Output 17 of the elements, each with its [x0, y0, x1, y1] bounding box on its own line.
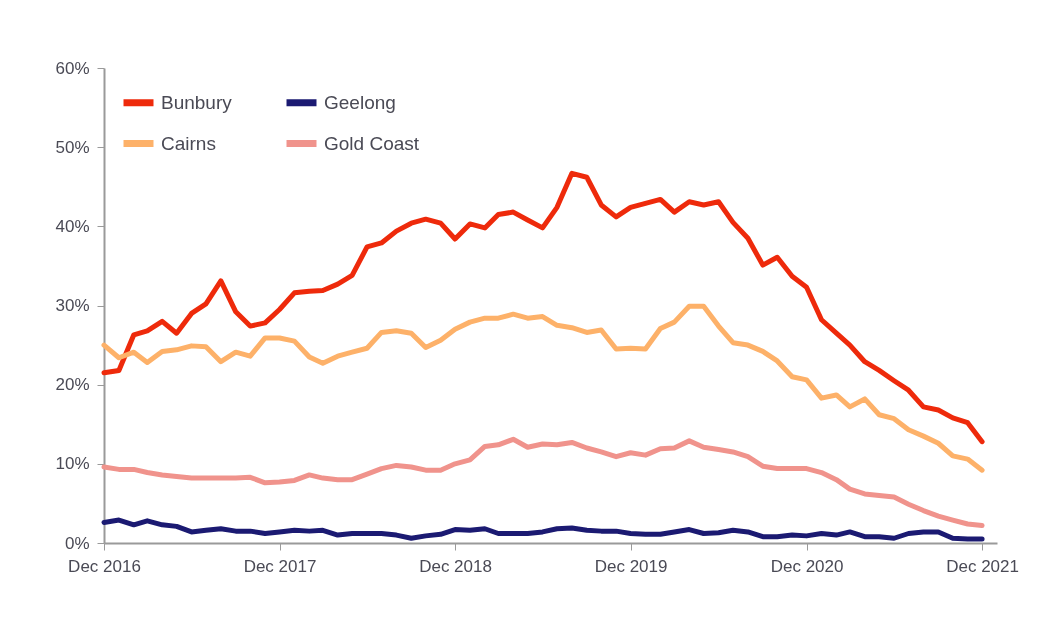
y-tick-label: 40%	[55, 216, 90, 236]
y-tick-label: 20%	[55, 375, 90, 395]
y-tick-label: 50%	[55, 137, 90, 157]
x-tick-label: Dec 2017	[243, 556, 317, 576]
x-tick-label: Dec 2020	[770, 556, 844, 576]
y-tick-label: 30%	[55, 296, 90, 315]
x-tick-label: Dec 2018	[419, 556, 492, 576]
x-tick-label: Dec 2019	[594, 556, 668, 576]
y-tick-label: 0%	[64, 533, 90, 553]
legend-label: Cairns	[161, 132, 216, 154]
legend-label: Bunbury	[161, 91, 233, 113]
legend-label: Gold Coast	[324, 132, 420, 154]
y-tick-label: 60%	[55, 58, 90, 78]
y-tick-label: 10%	[55, 454, 90, 474]
x-tick-label: Dec 2016	[68, 556, 141, 576]
legend-label: Geelong	[324, 91, 396, 113]
x-tick-label: Dec 2021	[946, 556, 1019, 576]
